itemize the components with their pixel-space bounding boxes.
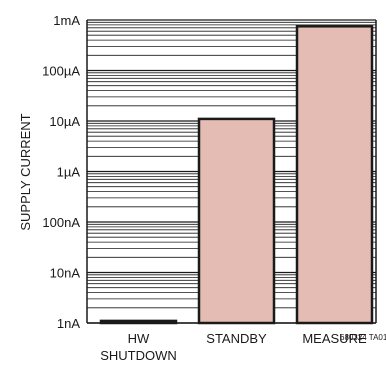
category-label-hw_shutdown: SHUTDOWN (100, 348, 177, 363)
y-tick-labels: 1mA 100µA 10µA 1µA 100nA 10nA 1nA (42, 13, 80, 331)
category-label-hw_shutdown: HW (128, 331, 150, 346)
y-tick-label: 10nA (50, 266, 81, 281)
plot-frame (86, 20, 377, 324)
figure-id: 680324 TA01 (340, 333, 386, 342)
bars (99, 25, 374, 325)
y-axis-label: SUPPLY CURRENT (18, 113, 33, 230)
y-tick-label: 10µA (49, 114, 80, 129)
y-tick-label: 100nA (42, 215, 80, 230)
y-tick-label: 1µA (57, 165, 81, 180)
y-tick-label: 1mA (53, 13, 80, 28)
y-tick-label: 100µA (42, 64, 80, 79)
category-label-standby: STANDBY (206, 331, 267, 346)
category-labels: HW SHUTDOWN STANDBY MEASURE (100, 331, 367, 363)
bar-measure (295, 25, 374, 325)
category-label-measure: MEASURE (302, 331, 367, 346)
bar-standby (197, 117, 276, 325)
y-tick-label: 1nA (57, 316, 80, 331)
